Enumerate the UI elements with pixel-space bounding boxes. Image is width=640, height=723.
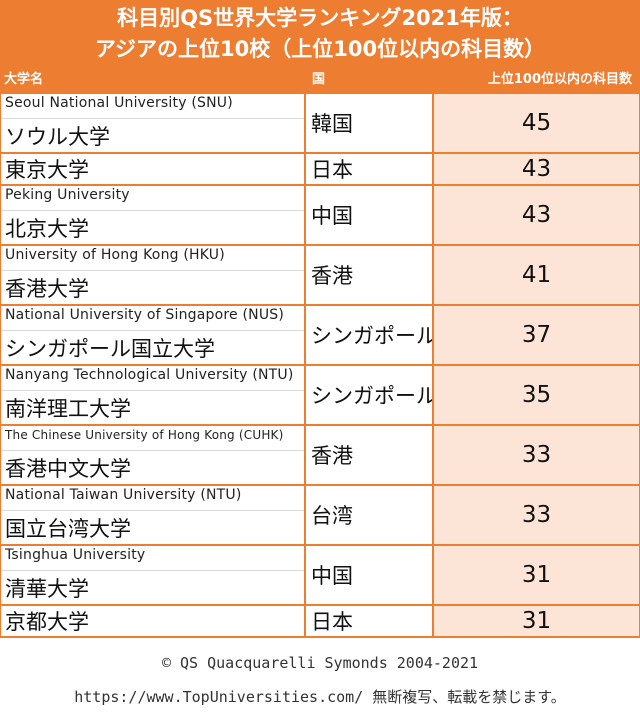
university-cell: University of Hong Kong (HKU) 香港大学 <box>0 246 306 304</box>
university-name-en: National University of Singapore (NUS) <box>5 307 285 323</box>
university-name-en: University of Hong Kong (HKU) <box>5 247 225 263</box>
table-row: Nanyang Technological University (NTU) 南洋… <box>0 366 640 426</box>
header-count: 上位100位以内の科目数 <box>487 72 632 87</box>
count-cell: 33 <box>434 486 640 544</box>
footer-notice: https://www.TopUniversities.com/ 無断複写、転載… <box>74 688 566 706</box>
table-row: 東京大学 日本 43 <box>0 154 640 186</box>
country-cell: シンガポール <box>306 366 434 424</box>
count-cell: 43 <box>434 154 640 184</box>
university-cell: Peking University 北京大学 <box>0 186 306 244</box>
cell-divider <box>1 118 304 119</box>
cell-divider <box>1 510 304 511</box>
country-cell: 台湾 <box>306 486 434 544</box>
country-cell: 中国 <box>306 186 434 244</box>
cell-divider <box>1 450 304 451</box>
count-cell: 31 <box>434 606 640 636</box>
count-cell: 33 <box>434 426 640 484</box>
country-cell: シンガポール <box>306 306 434 364</box>
table-row: University of Hong Kong (HKU) 香港大学 香港 41 <box>0 246 640 306</box>
university-name-jp: 香港大学 <box>5 277 89 301</box>
header-country: 国 <box>312 72 326 87</box>
university-name-jp: 香港中文大学 <box>5 457 131 481</box>
cell-divider <box>1 570 304 571</box>
table-row: 京都大学 日本 31 <box>0 606 640 638</box>
cell-divider <box>1 390 304 391</box>
university-name-jp: 北京大学 <box>5 217 89 241</box>
university-name-en: Peking University <box>5 187 130 203</box>
table-header: 大学名 国 上位100位以内の科目数 <box>0 66 640 94</box>
cell-divider <box>1 210 304 211</box>
university-name-jp: 清華大学 <box>5 577 89 601</box>
header-university: 大学名 <box>4 72 44 87</box>
university-name-en: The Chinese University of Hong Kong (CUH… <box>5 428 284 442</box>
title-line-1: 科目別QS世界大学ランキング2021年版： <box>117 6 523 30</box>
university-cell: The Chinese University of Hong Kong (CUH… <box>0 426 306 484</box>
cell-divider <box>1 330 304 331</box>
table-row: Seoul National University (SNU) ソウル大学 韓国 45 <box>0 94 640 154</box>
table-row: Tsinghua University 清華大学 中国 31 <box>0 546 640 606</box>
university-name-jp: 東京大学 <box>5 158 89 182</box>
country-cell: 日本 <box>306 154 434 184</box>
university-cell: National Taiwan University (NTU) 国立台湾大学 <box>0 486 306 544</box>
count-cell: 31 <box>434 546 640 604</box>
university-name-en: Seoul National University (SNU) <box>5 95 233 111</box>
university-cell: 東京大学 <box>0 154 306 184</box>
country-cell: 韓国 <box>306 94 434 152</box>
university-cell: Tsinghua University 清華大学 <box>0 546 306 604</box>
university-cell: 京都大学 <box>0 606 306 636</box>
country-cell: 香港 <box>306 246 434 304</box>
country-cell: 香港 <box>306 426 434 484</box>
table-row: Peking University 北京大学 中国 43 <box>0 186 640 246</box>
country-cell: 日本 <box>306 606 434 636</box>
university-name-en: Nanyang Technological University (NTU) <box>5 367 294 383</box>
count-cell: 41 <box>434 246 640 304</box>
count-cell: 45 <box>434 94 640 152</box>
title-line-2: アジアの上位10校（上位100位以内の科目数） <box>94 37 546 61</box>
university-name-en: National Taiwan University (NTU) <box>5 487 242 503</box>
university-name-jp: 京都大学 <box>5 610 89 634</box>
count-cell: 37 <box>434 306 640 364</box>
count-cell: 35 <box>434 366 640 424</box>
university-name-jp: シンガポール国立大学 <box>5 337 215 361</box>
table-row: National Taiwan University (NTU) 国立台湾大学 台湾… <box>0 486 640 546</box>
university-cell: Seoul National University (SNU) ソウル大学 <box>0 94 306 152</box>
footer-copyright: © QS Quacquarelli Symonds 2004-2021 <box>161 654 479 672</box>
cell-divider <box>1 270 304 271</box>
table-row: National University of Singapore (NUS) シン… <box>0 306 640 366</box>
university-name-jp: 国立台湾大学 <box>5 517 131 541</box>
country-cell: 中国 <box>306 546 434 604</box>
university-cell: Nanyang Technological University (NTU) 南洋… <box>0 366 306 424</box>
table-row: The Chinese University of Hong Kong (CUH… <box>0 426 640 486</box>
university-cell: National University of Singapore (NUS) シン… <box>0 306 306 364</box>
count-cell: 43 <box>434 186 640 244</box>
chart-title: 科目別QS世界大学ランキング2021年版： アジアの上位10校（上位100位以内… <box>0 0 640 66</box>
university-name-jp: ソウル大学 <box>5 125 110 149</box>
university-name-jp: 南洋理工大学 <box>5 397 131 421</box>
university-name-en: Tsinghua University <box>5 547 146 563</box>
